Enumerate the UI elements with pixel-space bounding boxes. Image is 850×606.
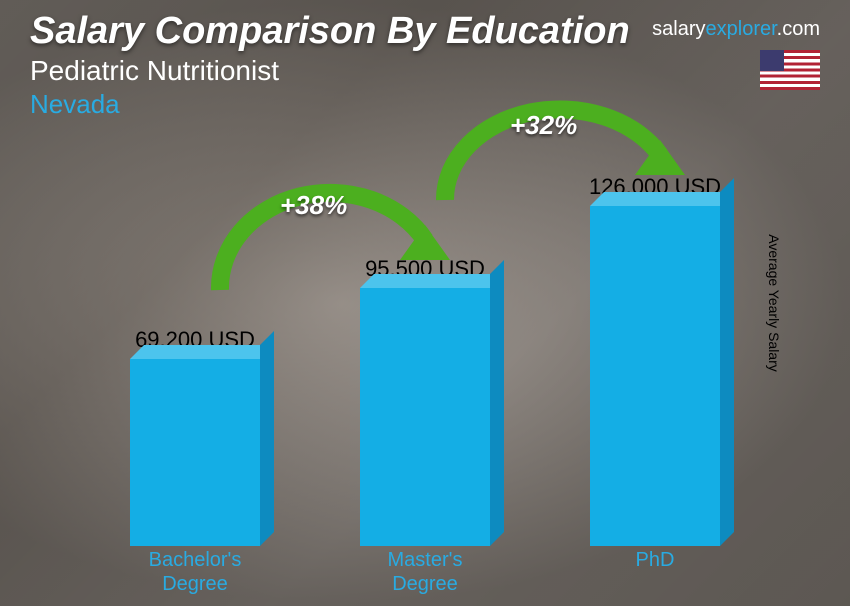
bar-1 bbox=[360, 288, 490, 546]
page-location: Nevada bbox=[30, 89, 820, 120]
bar-chart: 69,200 USD 95,500 USD 126,000 USD bbox=[80, 146, 770, 546]
brand-logo: salaryexplorer.com bbox=[652, 18, 820, 41]
brand-part1: salary bbox=[652, 18, 705, 40]
x-axis: Bachelor's Degree Master's Degree PhD bbox=[80, 548, 770, 596]
flag-icon bbox=[760, 50, 820, 90]
bar-0 bbox=[130, 359, 260, 546]
bar-group-2: 126,000 USD bbox=[565, 174, 745, 546]
x-label-1: Master's Degree bbox=[335, 548, 515, 596]
x-label-2-line1: PhD bbox=[636, 549, 675, 571]
bar-group-1: 95,500 USD bbox=[335, 256, 515, 546]
x-label-2: PhD bbox=[565, 548, 745, 596]
x-label-1-line2: Degree bbox=[392, 573, 458, 595]
x-label-0-line1: Bachelor's bbox=[149, 549, 242, 571]
x-label-0: Bachelor's Degree bbox=[105, 548, 285, 596]
arc-2-label: +32% bbox=[510, 110, 577, 141]
page-subtitle: Pediatric Nutritionist bbox=[30, 55, 820, 87]
x-label-1-line1: Master's bbox=[388, 549, 463, 571]
bar-2 bbox=[590, 206, 720, 546]
x-label-0-line2: Degree bbox=[162, 573, 228, 595]
bar-group-0: 69,200 USD bbox=[105, 327, 285, 546]
brand-part2: explorer bbox=[706, 18, 777, 40]
brand-part3: .com bbox=[777, 18, 820, 40]
